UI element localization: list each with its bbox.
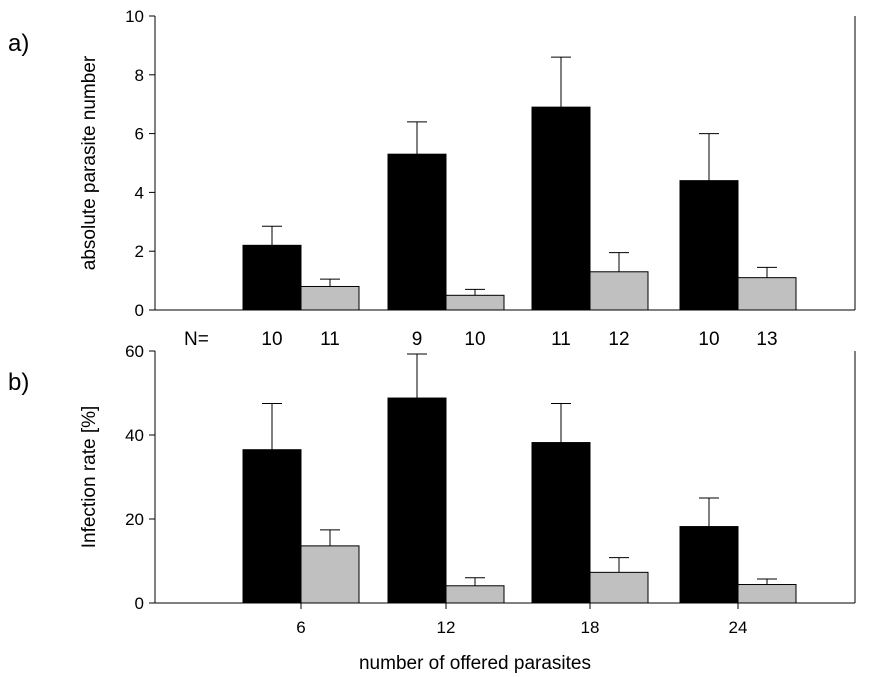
sample-size-row: 10 11 9 10 11 12 10 13 [261,329,777,350]
panel-a-bar-s2-6 [300,285,360,311]
panel-b-y-axis-title: Infection rate [%] [79,406,100,549]
x-axis-title: number of offered parasites [359,653,591,674]
n-label-8: 13 [756,329,777,350]
panel-a-y-axis-title: absolute parasite number [79,55,100,270]
panel-a-ytick-label-0: 0 [135,301,144,320]
panel-a-ytick-label-6: 6 [135,125,144,144]
panel-a-ytick-label-8: 8 [135,66,144,85]
panel-a-ytick-label-10: 10 [125,7,144,26]
panel-b-bar-s1-6 [242,449,302,604]
panel-b-ytick-label-40: 40 [125,426,144,445]
panel-a-letter: a) [8,30,29,57]
panel-b-bar-s2-12 [445,585,505,604]
n-label-1: 10 [261,329,282,350]
panel-b-xtick-label-12: 12 [437,618,456,637]
panel-a-bar-s1-24 [679,180,739,311]
panel-a-plot: 0 2 4 6 8 10 absolute parasite number [79,7,856,320]
panel-b-xtick-label-24: 24 [729,618,748,637]
panel-b-letter: b) [8,369,29,396]
panel-b-ytick-label-0: 0 [135,594,144,613]
panel-b-plot: 0 20 40 60 Infection rate [%] 6 12 18 24 number o… [79,342,856,674]
panel-a-bar-s2-12 [445,294,505,311]
n-label-3: 9 [412,329,423,350]
n-label-7: 10 [698,329,719,350]
panel-a-bar-s2-24 [737,277,797,311]
panel-b-ytick-label-60: 60 [125,342,144,361]
n-label-6: 12 [608,329,629,350]
panel-b-bar-s2-18 [589,571,649,604]
panel-b-bar-s2-6 [300,545,360,604]
panel-a-bar-s1-18 [531,106,591,311]
panel-b-bar-s2-24 [737,584,797,604]
panel-b-xtick-label-6: 6 [296,618,305,637]
n-label-2: 11 [320,329,340,350]
n-label-4: 10 [464,329,485,350]
n-prefix-label: N= [184,329,209,350]
panel-a-bar-s2-18 [589,271,649,311]
n-label-5: 11 [551,329,571,350]
panel-a-ytick-label-2: 2 [135,242,144,261]
panel-b-bar-s1-18 [531,442,591,604]
panel-b-xtick-label-18: 18 [581,618,600,637]
panel-b-bar-s1-12 [387,397,447,604]
panel-a-bar-s1-6 [242,244,302,311]
panel-a-bar-s1-12 [387,153,447,311]
panel-a-ytick-label-4: 4 [135,183,144,202]
panel-b-ytick-label-20: 20 [125,510,144,529]
panel-b-bar-s1-24 [679,526,739,604]
